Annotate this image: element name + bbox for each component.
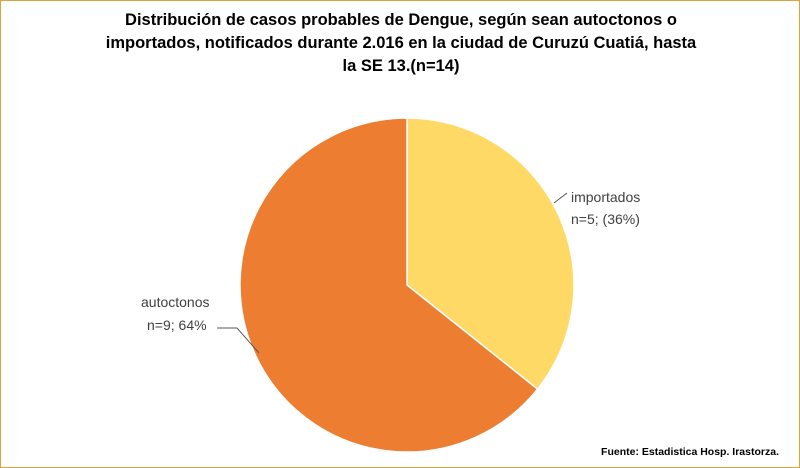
chart-title-line-2: importados, notificados durante 2.016 en… — [105, 34, 697, 52]
leader-line-autoctonos — [217, 327, 260, 354]
leader-line-importados — [553, 192, 568, 204]
source-note: Fuente: Estadistica Hosp. Irastorza. — [601, 446, 779, 458]
slice-label-autoctonos-name: autoctonos — [141, 294, 210, 310]
slice-label-autoctonos-value: n=9; 64% — [147, 317, 207, 333]
slice-label-importados-value: n=5; (36%) — [571, 211, 640, 227]
chart-title-line-1: Distribución de casos probables de Dengu… — [125, 11, 677, 29]
chart-title: Distribución de casos probables de Dengu… — [61, 9, 741, 78]
chart-title-line-3: la SE 13.(n=14) — [342, 57, 460, 75]
slice-label-importados-name: importados — [571, 189, 640, 205]
pie-slice-importados — [406, 117, 575, 391]
pie-slice-autoctonos — [239, 117, 539, 453]
